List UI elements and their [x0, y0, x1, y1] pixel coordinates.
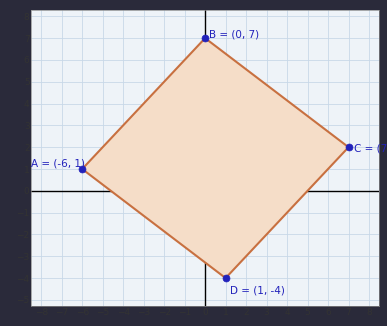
- Text: C = (7, 2): C = (7, 2): [354, 143, 387, 153]
- Text: A = (-6, 1): A = (-6, 1): [31, 158, 85, 169]
- Text: B = (0, 7): B = (0, 7): [209, 30, 259, 40]
- Text: D = (1, -4): D = (1, -4): [230, 285, 284, 295]
- Polygon shape: [82, 38, 349, 278]
